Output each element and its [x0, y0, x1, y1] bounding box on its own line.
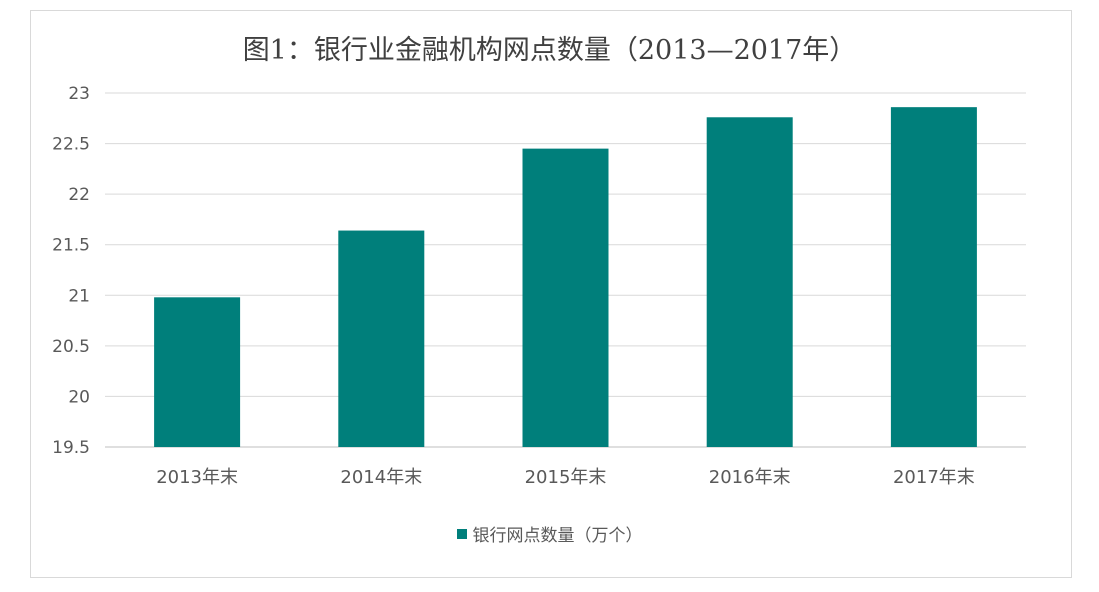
y-tick-label: 20: [68, 387, 90, 407]
bar: [706, 117, 793, 447]
y-tick-label: 19.5: [52, 438, 90, 458]
legend-label: 银行网点数量（万个）: [472, 526, 643, 546]
legend-swatch: [456, 529, 467, 539]
y-tick-label: 22: [68, 185, 90, 205]
x-tick-label: 2016年末: [709, 467, 791, 488]
bar: [338, 230, 425, 447]
x-tick-label: 2015年末: [525, 467, 607, 488]
chart-legend: 银行网点数量（万个）: [0, 524, 1099, 548]
bar: [154, 297, 241, 447]
y-tick-label: 21: [68, 286, 90, 306]
y-tick-label: 22.5: [52, 135, 90, 155]
bar: [522, 148, 609, 447]
y-tick-label: 21.5: [52, 236, 90, 256]
x-tick-label: 2014年末: [340, 467, 422, 488]
x-tick-label: 2017年末: [893, 467, 975, 488]
y-tick-label: 20.5: [52, 337, 90, 357]
bar: [890, 107, 977, 447]
y-tick-label: 23: [68, 84, 90, 104]
chart-title: 图1：银行业金融机构网点数量（2013—2017年）: [242, 35, 857, 66]
x-tick-label: 2013年末: [156, 467, 238, 488]
